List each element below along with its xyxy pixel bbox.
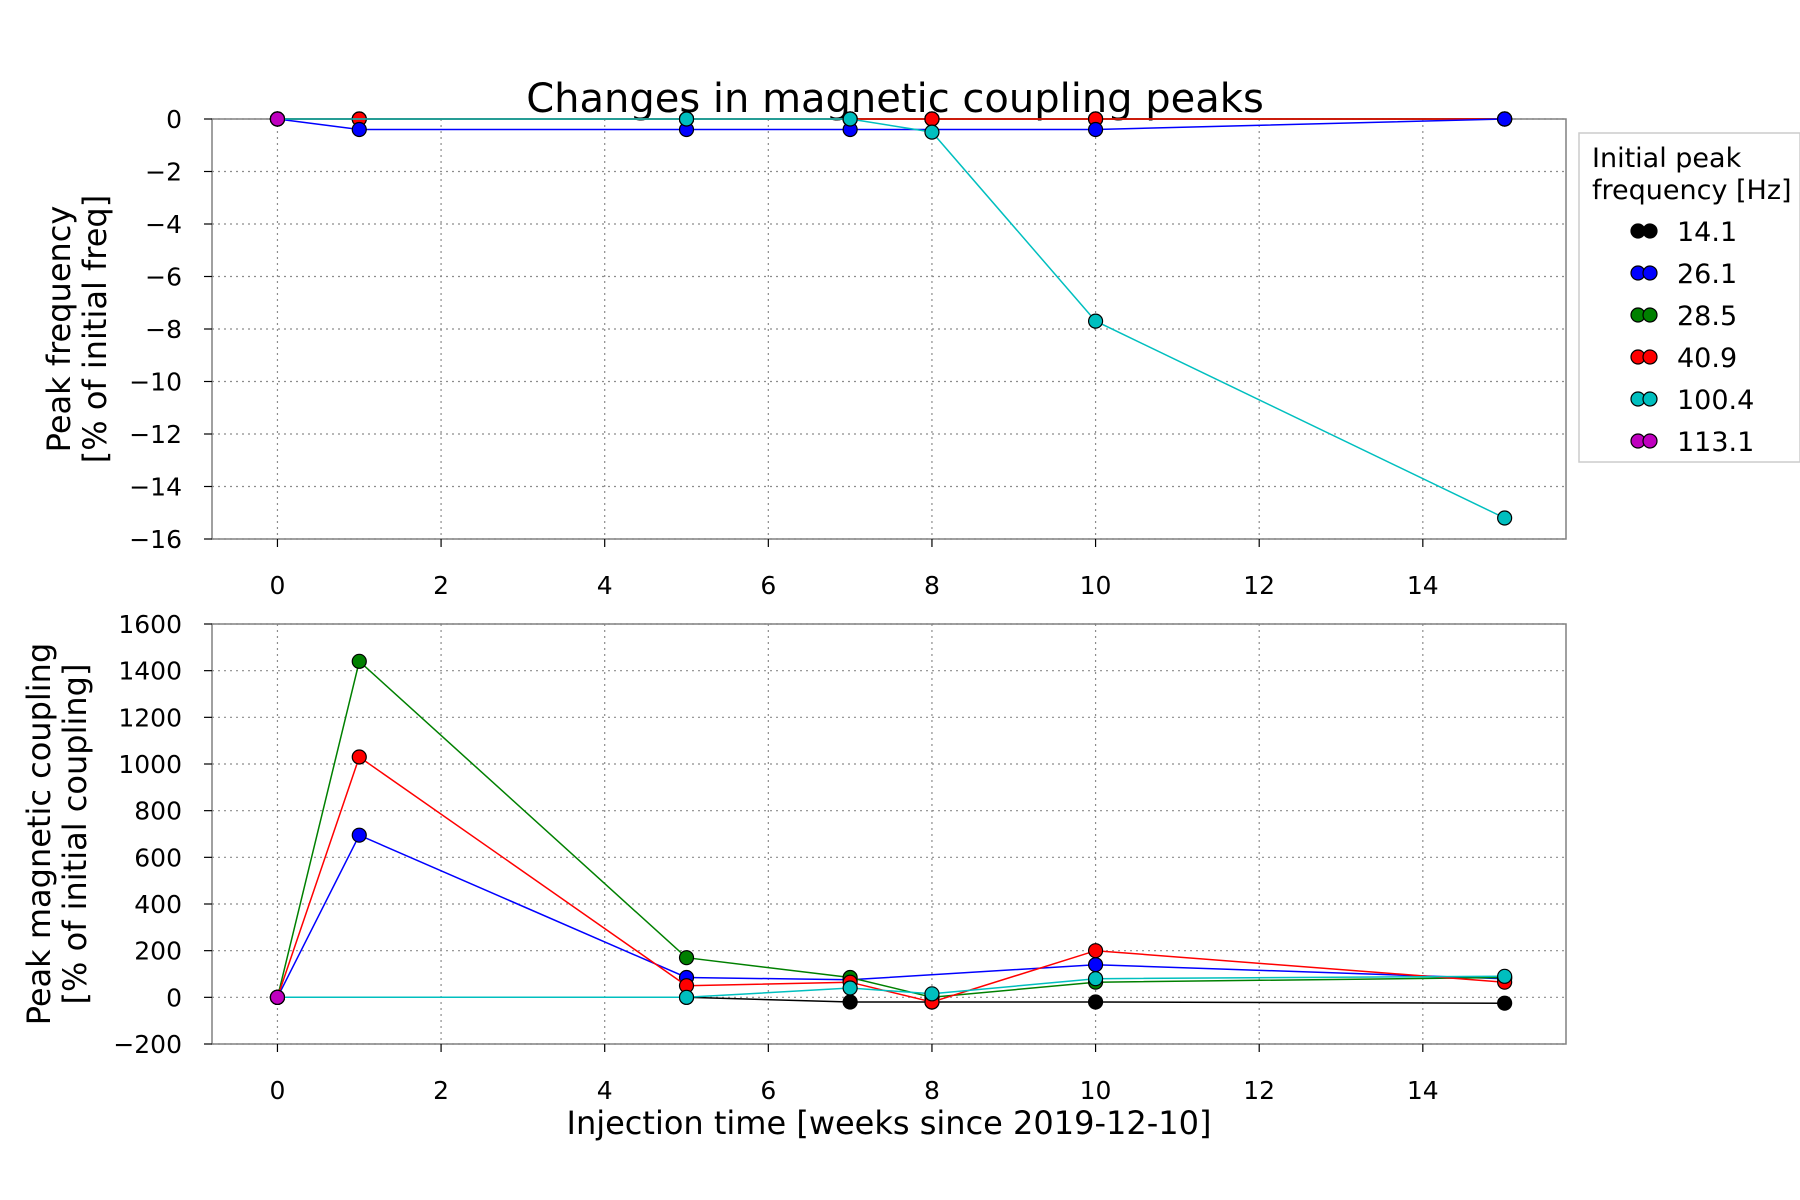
coupling-x-tick-label: 0 <box>269 1076 285 1105</box>
coupling-data-point-100.4 <box>1087 971 1104 987</box>
legend-marker-14.1 <box>1642 223 1658 239</box>
frequency-series-line-26.1 <box>277 118 1505 131</box>
frequency-y-ticks: 0 −2 −4 −6 −8 −10 −12 −14 −16 <box>129 105 212 554</box>
coupling-y-tick-label: 0 <box>166 983 182 1012</box>
coupling-panel: 0 2 4 6 8 10 12 14 1600 1400 1200 1000 800 600 400 200… <box>20 610 1567 1105</box>
legend: Initial peak frequency [Hz] 14.1 26.1 28.5… <box>1578 132 1800 463</box>
legend-marker-28.5 <box>1642 307 1658 323</box>
coupling-data-point-28.5 <box>678 950 695 966</box>
frequency-x-tick-label: 10 <box>1080 571 1112 600</box>
coupling-data-point-100.4 <box>924 986 940 1002</box>
coupling-y-tick-label: 600 <box>134 843 182 872</box>
coupling-data-point-40.9 <box>1087 943 1104 959</box>
frequency-x-tick-label: 8 <box>924 571 940 600</box>
frequency-y-axis-label-line1: Peak frequency <box>40 206 78 453</box>
coupling-y-tick-label: 200 <box>134 937 182 966</box>
coupling-data-point-14.1 <box>1497 995 1513 1011</box>
coupling-data-point-100.4 <box>678 989 695 1005</box>
frequency-series-line-100.4 <box>277 118 1505 519</box>
frequency-series <box>269 111 1513 526</box>
frequency-y-tick-label: −6 <box>145 263 182 292</box>
coupling-data-point-14.1 <box>842 994 858 1010</box>
coupling-x-tick-label: 14 <box>1407 1076 1439 1105</box>
frequency-data-point-100.4 <box>1087 313 1104 329</box>
coupling-x-tick-label: 2 <box>433 1076 449 1105</box>
frequency-y-tick-label: 0 <box>166 105 182 134</box>
frequency-data-point-100.4 <box>842 111 858 127</box>
legend-label-40.9: 40.9 <box>1677 343 1737 374</box>
coupling-series <box>269 653 1513 1011</box>
coupling-data-point-26.1 <box>351 827 367 843</box>
frequency-data-point-100.4 <box>1497 510 1513 526</box>
coupling-data-point-28.5 <box>351 653 367 669</box>
frequency-x-tick-label: 2 <box>433 571 449 600</box>
legend-label-28.5: 28.5 <box>1677 301 1737 332</box>
frequency-data-point-100.4 <box>678 111 695 127</box>
coupling-x-tick-label: 4 <box>597 1076 613 1105</box>
frequency-y-tick-label: −10 <box>129 368 182 397</box>
coupling-x-tick-label: 8 <box>924 1076 940 1105</box>
coupling-series-line-26.1 <box>276 834 1505 998</box>
frequency-data-point-113.1 <box>269 111 286 127</box>
x-axis-label: Injection time [weeks since 2019-12-10] <box>567 1104 1212 1142</box>
legend-title-line2: frequency [Hz] <box>1592 175 1792 206</box>
coupling-y-axis-label-line1: Peak magnetic coupling <box>20 643 58 1026</box>
coupling-data-point-113.1 <box>269 989 286 1005</box>
chart-title: Changes in magnetic coupling peaks <box>526 76 1264 122</box>
coupling-y-tick-label: 400 <box>134 890 182 919</box>
legend-marker-40.9 <box>1642 349 1658 365</box>
legend-title-line1: Initial peak <box>1592 143 1742 174</box>
legend-label-26.1: 26.1 <box>1677 259 1737 290</box>
legend-marker-113.1 <box>1642 433 1658 449</box>
coupling-y-tick-label: 1200 <box>118 703 182 732</box>
legend-marker-26.1 <box>1642 265 1658 281</box>
frequency-y-tick-label: −4 <box>145 210 182 239</box>
frequency-x-tick-label: 6 <box>760 571 776 600</box>
coupling-y-tick-label: 1400 <box>118 657 182 686</box>
coupling-x-tick-label: 12 <box>1243 1076 1275 1105</box>
frequency-x-tick-label: 4 <box>597 571 613 600</box>
frequency-y-axis-label-line2: [% of initial freq] <box>76 195 114 463</box>
coupling-data-point-40.9 <box>351 749 367 765</box>
frequency-data-point-26.1 <box>1497 111 1513 127</box>
legend-label-100.4: 100.4 <box>1677 385 1754 416</box>
legend-marker-100.4 <box>1642 391 1658 407</box>
frequency-panel: 0 2 4 6 8 10 12 14 0 −2 −4 −6 −8 −10 −12 −14 −16 Peak f… <box>40 105 1567 600</box>
coupling-data-point-100.4 <box>842 980 858 996</box>
legend-entries: 14.1 26.1 28.5 40.9 100.4 113.1 <box>1630 217 1754 458</box>
frequency-y-tick-label: −14 <box>129 473 182 502</box>
frequency-y-tick-label: −12 <box>129 420 182 449</box>
frequency-x-tick-label: 0 <box>269 571 285 600</box>
frequency-x-tick-label: 12 <box>1243 571 1275 600</box>
coupling-y-tick-label: 800 <box>134 797 182 826</box>
coupling-y-tick-label: 1600 <box>118 610 182 639</box>
coupling-y-ticks: 1600 1400 1200 1000 800 600 400 200 0 −200 <box>113 610 212 1059</box>
coupling-x-tick-label: 10 <box>1080 1076 1112 1105</box>
frequency-x-tick-label: 14 <box>1407 571 1439 600</box>
frequency-data-point-26.1 <box>351 121 367 138</box>
legend-label-113.1: 113.1 <box>1677 427 1754 458</box>
frequency-data-point-100.4 <box>924 124 940 140</box>
frequency-y-tick-label: −16 <box>129 525 182 554</box>
frequency-y-tick-label: −8 <box>145 315 182 344</box>
coupling-x-tick-label: 6 <box>760 1076 776 1105</box>
legend-label-14.1: 14.1 <box>1677 217 1737 248</box>
coupling-plot-frame <box>211 623 1567 1045</box>
frequency-data-point-40.9 <box>924 111 940 127</box>
coupling-data-point-100.4 <box>1497 968 1513 984</box>
coupling-y-tick-label: −200 <box>113 1030 182 1059</box>
coupling-data-point-26.1 <box>1087 957 1104 973</box>
frequency-y-tick-label: −2 <box>145 158 182 187</box>
legend-box <box>1578 132 1800 463</box>
coupling-data-point-14.1 <box>1087 994 1104 1010</box>
frequency-x-ticks: 0 2 4 6 8 10 12 14 <box>269 539 1439 600</box>
coupling-y-tick-label: 1000 <box>118 750 182 779</box>
coupling-series-line-100.4 <box>277 975 1505 999</box>
frequency-data-point-26.1 <box>1087 121 1104 138</box>
coupling-y-axis-label-line2: [% of initial coupling] <box>56 664 94 1005</box>
coupling-x-ticks: 0 2 4 6 8 10 12 14 <box>269 1044 1439 1105</box>
